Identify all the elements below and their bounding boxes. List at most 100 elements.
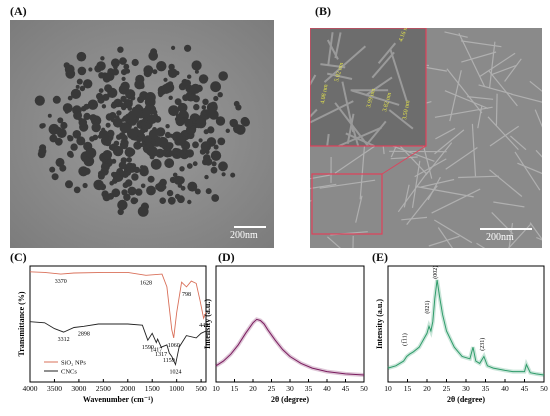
x-tick-label: 2000 [120, 384, 135, 393]
nanoparticle [121, 69, 128, 76]
nanoparticle [101, 135, 112, 146]
nanocrystal-rod [327, 236, 341, 248]
nanoparticle [215, 154, 221, 160]
nanoparticle [136, 136, 143, 143]
x-tick-label: 40 [501, 384, 509, 393]
nanoparticle [65, 180, 73, 189]
x-tick-label: 25 [268, 384, 276, 393]
nanoparticle [120, 95, 127, 103]
nanoparticle [121, 104, 127, 111]
nanocrystal-rod [415, 185, 474, 198]
nanocrystal-rod [510, 135, 527, 151]
x-tick-label: 10 [212, 384, 220, 393]
nanoparticle [201, 105, 207, 110]
x-tick-label: 20 [423, 384, 431, 393]
nanocrystal-rod [425, 142, 453, 176]
plot-frame [387, 265, 545, 383]
nanocrystal-rod [397, 171, 429, 213]
nanoparticle [34, 95, 45, 106]
nanoparticle [76, 136, 86, 146]
nanocrystal-rod-zoom [388, 109, 414, 130]
nanoparticle [89, 114, 97, 122]
nanoparticle [117, 208, 124, 216]
nanoparticle [162, 149, 167, 154]
nanocrystal-rod [390, 156, 418, 160]
nanoparticle [49, 134, 58, 143]
nanoparticle [189, 184, 194, 188]
nanoparticle [48, 123, 60, 135]
nanocrystal-rod-zoom [351, 89, 400, 106]
nanocrystal-rod [435, 127, 456, 140]
nanoparticle [137, 206, 149, 217]
nanoparticle [165, 124, 170, 129]
tem-sio2-aggregate [10, 20, 274, 248]
peak-label: 1159 [163, 358, 175, 364]
nanoparticle [51, 173, 59, 181]
nanoparticle [184, 81, 190, 86]
nanoparticle [83, 103, 90, 110]
scale-bar-a [234, 226, 266, 228]
nanoparticle [203, 154, 211, 162]
nanoparticle [163, 77, 168, 82]
nanoparticle [96, 92, 103, 100]
nanocrystal-rod-zoom [310, 100, 354, 124]
nanocrystal-rod [536, 236, 542, 241]
nanoparticle [88, 67, 93, 72]
nanoparticle [159, 197, 166, 204]
nanoparticle [78, 166, 89, 177]
nanoparticle [148, 51, 158, 61]
nanoparticle [126, 157, 132, 163]
nanoparticle [143, 69, 152, 78]
x-tick-label: 15 [404, 384, 412, 393]
nanoparticle [67, 135, 74, 142]
nanocrystal-rod [445, 147, 478, 170]
nanoparticle [165, 131, 171, 138]
nanocrystal-rod [514, 151, 541, 191]
y-axis-label: Transmittance (%) [17, 291, 26, 356]
y-axis-label: Intensity (a.u.) [203, 299, 212, 349]
nanoparticle [240, 116, 250, 126]
nanoparticle [157, 136, 169, 148]
tem-image-sio2: 200nm [10, 20, 274, 248]
nanocrystal-rod [414, 158, 447, 178]
nanocrystal-rod [434, 106, 493, 118]
nanoparticle [67, 150, 74, 158]
nanocrystal-rod [487, 116, 519, 151]
peak-label: (231) [479, 338, 486, 351]
nanoparticle [70, 88, 81, 99]
nanoparticle [108, 144, 115, 151]
nanoparticle [187, 74, 192, 79]
nanocrystal-rod [534, 109, 542, 128]
annotation-3: 4.08 nm [320, 84, 329, 105]
nanoparticle [134, 79, 145, 90]
nanoparticle [127, 110, 138, 121]
nanoparticle [174, 193, 181, 200]
nanoparticle [134, 104, 143, 113]
x-tick-label: 25 [443, 384, 451, 393]
nanoparticle [152, 127, 157, 132]
nanoparticle [209, 101, 218, 110]
nanoparticle [153, 113, 158, 118]
nanoparticle [59, 164, 67, 172]
nanocrystal-rod [511, 93, 542, 103]
nanoparticle [113, 140, 120, 147]
nanoparticle [101, 104, 107, 109]
nanoparticle [123, 63, 130, 70]
nanoparticle [175, 113, 180, 118]
nanoparticle [102, 163, 109, 169]
nanoparticle [187, 199, 192, 205]
nanoparticle [98, 88, 104, 93]
peak-label: 449 [199, 323, 208, 329]
nanoparticle [47, 113, 52, 118]
nanoparticle [105, 122, 111, 128]
nanoparticle [192, 161, 198, 167]
nanoparticle [95, 182, 104, 191]
nanoparticle [221, 172, 226, 177]
annotation-2: 5.02 nm [334, 62, 345, 83]
nanoparticle [150, 158, 162, 170]
plot-frame [29, 265, 207, 383]
x-tick-label: 40 [323, 384, 331, 393]
nanoparticle [121, 76, 126, 81]
legend-label: CNCs [61, 369, 77, 376]
nanoparticle [130, 134, 136, 141]
